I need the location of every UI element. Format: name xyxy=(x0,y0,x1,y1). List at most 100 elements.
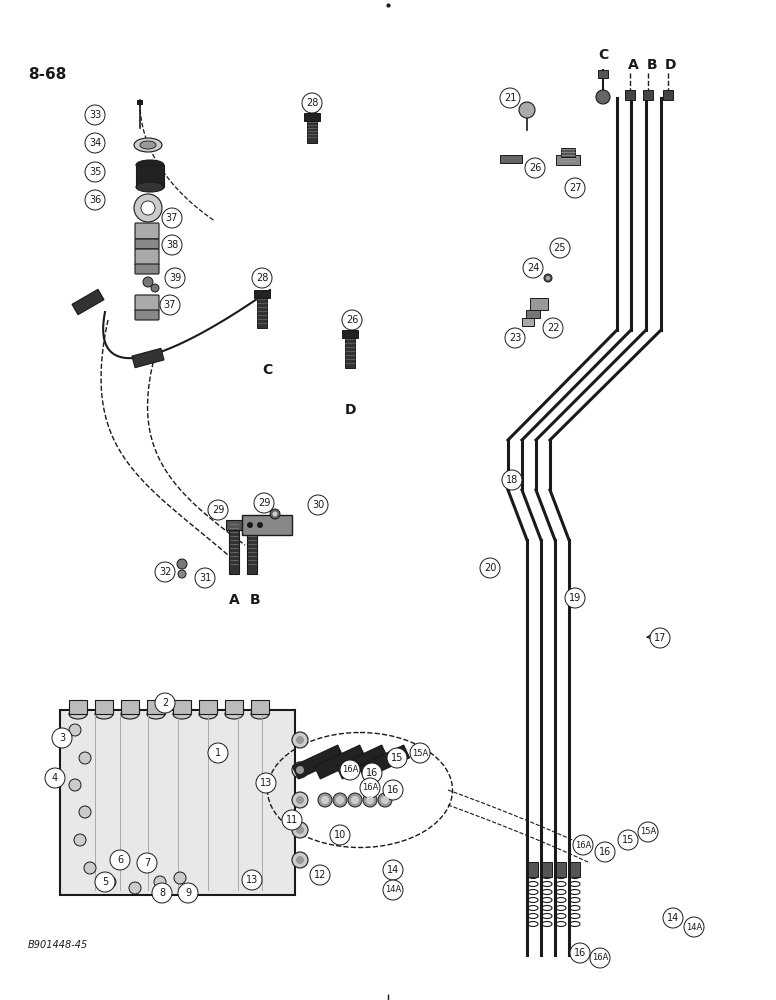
Text: 4: 4 xyxy=(52,773,58,783)
Text: 13: 13 xyxy=(246,875,258,885)
Text: 14: 14 xyxy=(387,865,399,875)
FancyBboxPatch shape xyxy=(135,223,159,239)
Text: 34: 34 xyxy=(89,138,101,148)
Bar xyxy=(530,298,548,310)
Circle shape xyxy=(292,852,308,868)
Bar xyxy=(257,298,267,328)
Text: A: A xyxy=(628,58,639,72)
Text: 15A: 15A xyxy=(412,748,428,758)
Text: 16A: 16A xyxy=(575,840,591,850)
Text: 21: 21 xyxy=(504,93,516,103)
Circle shape xyxy=(336,796,344,804)
Text: 14: 14 xyxy=(667,913,679,923)
Text: 32: 32 xyxy=(159,567,171,577)
Text: 38: 38 xyxy=(166,240,178,250)
Text: 12: 12 xyxy=(314,870,326,880)
Circle shape xyxy=(137,853,157,873)
Circle shape xyxy=(310,865,330,885)
Circle shape xyxy=(543,318,563,338)
Bar xyxy=(556,862,566,877)
Circle shape xyxy=(550,238,570,258)
Circle shape xyxy=(378,793,392,807)
Ellipse shape xyxy=(95,709,113,719)
Bar xyxy=(625,90,635,100)
Text: 2: 2 xyxy=(162,698,168,708)
Circle shape xyxy=(85,190,105,210)
Bar xyxy=(561,148,575,157)
Text: 15: 15 xyxy=(622,835,634,845)
Text: D: D xyxy=(345,403,355,417)
Text: 30: 30 xyxy=(312,500,324,510)
Circle shape xyxy=(340,760,360,780)
Ellipse shape xyxy=(199,709,217,719)
FancyBboxPatch shape xyxy=(135,249,159,265)
Text: 16A: 16A xyxy=(592,954,608,962)
Text: D: D xyxy=(665,58,677,72)
Circle shape xyxy=(321,796,329,804)
Circle shape xyxy=(152,883,172,903)
Circle shape xyxy=(110,850,130,870)
Text: 22: 22 xyxy=(547,323,559,333)
Bar xyxy=(522,318,534,326)
Text: C: C xyxy=(598,48,608,62)
Text: 8-68: 8-68 xyxy=(28,67,67,82)
Circle shape xyxy=(363,793,377,807)
Circle shape xyxy=(160,295,180,315)
Circle shape xyxy=(95,872,115,892)
Circle shape xyxy=(302,93,322,113)
Circle shape xyxy=(104,876,116,888)
Text: 14A: 14A xyxy=(686,922,702,932)
Circle shape xyxy=(387,748,407,768)
Circle shape xyxy=(247,522,253,528)
Circle shape xyxy=(195,568,215,588)
Circle shape xyxy=(565,178,585,198)
Circle shape xyxy=(85,133,105,153)
Circle shape xyxy=(177,559,187,569)
Text: 1: 1 xyxy=(215,748,221,758)
Circle shape xyxy=(544,274,552,282)
Circle shape xyxy=(595,842,615,862)
Circle shape xyxy=(85,162,105,182)
Text: 29: 29 xyxy=(212,505,224,515)
Circle shape xyxy=(296,766,304,774)
Bar xyxy=(526,310,540,318)
Circle shape xyxy=(79,806,91,818)
Text: 24: 24 xyxy=(527,263,539,273)
Circle shape xyxy=(85,105,105,125)
Bar xyxy=(251,700,269,714)
Circle shape xyxy=(154,876,166,888)
Circle shape xyxy=(650,628,670,648)
Text: 9: 9 xyxy=(185,888,191,898)
Circle shape xyxy=(565,588,585,608)
Text: 16: 16 xyxy=(387,785,399,795)
Circle shape xyxy=(296,826,304,834)
Text: 15A: 15A xyxy=(640,828,656,836)
Circle shape xyxy=(292,822,308,838)
Text: A: A xyxy=(229,593,239,607)
Text: 29: 29 xyxy=(258,498,270,508)
Circle shape xyxy=(178,883,198,903)
Circle shape xyxy=(69,724,81,736)
Bar xyxy=(247,522,257,574)
Text: 26: 26 xyxy=(528,163,541,173)
Circle shape xyxy=(663,908,683,928)
Text: B901448-45: B901448-45 xyxy=(28,940,88,950)
Circle shape xyxy=(296,856,304,864)
Text: C: C xyxy=(262,363,272,377)
Circle shape xyxy=(502,470,522,490)
Bar xyxy=(304,113,320,121)
Ellipse shape xyxy=(251,709,269,719)
Text: 37: 37 xyxy=(164,300,176,310)
Circle shape xyxy=(270,509,280,519)
Bar xyxy=(121,700,139,714)
Text: 23: 23 xyxy=(509,333,521,343)
Bar xyxy=(199,700,217,714)
Circle shape xyxy=(208,743,228,763)
Circle shape xyxy=(178,570,186,578)
Circle shape xyxy=(296,796,304,804)
Text: B: B xyxy=(250,593,260,607)
Bar xyxy=(137,100,143,105)
Text: 28: 28 xyxy=(306,98,318,108)
Circle shape xyxy=(342,310,362,330)
Circle shape xyxy=(362,763,382,783)
